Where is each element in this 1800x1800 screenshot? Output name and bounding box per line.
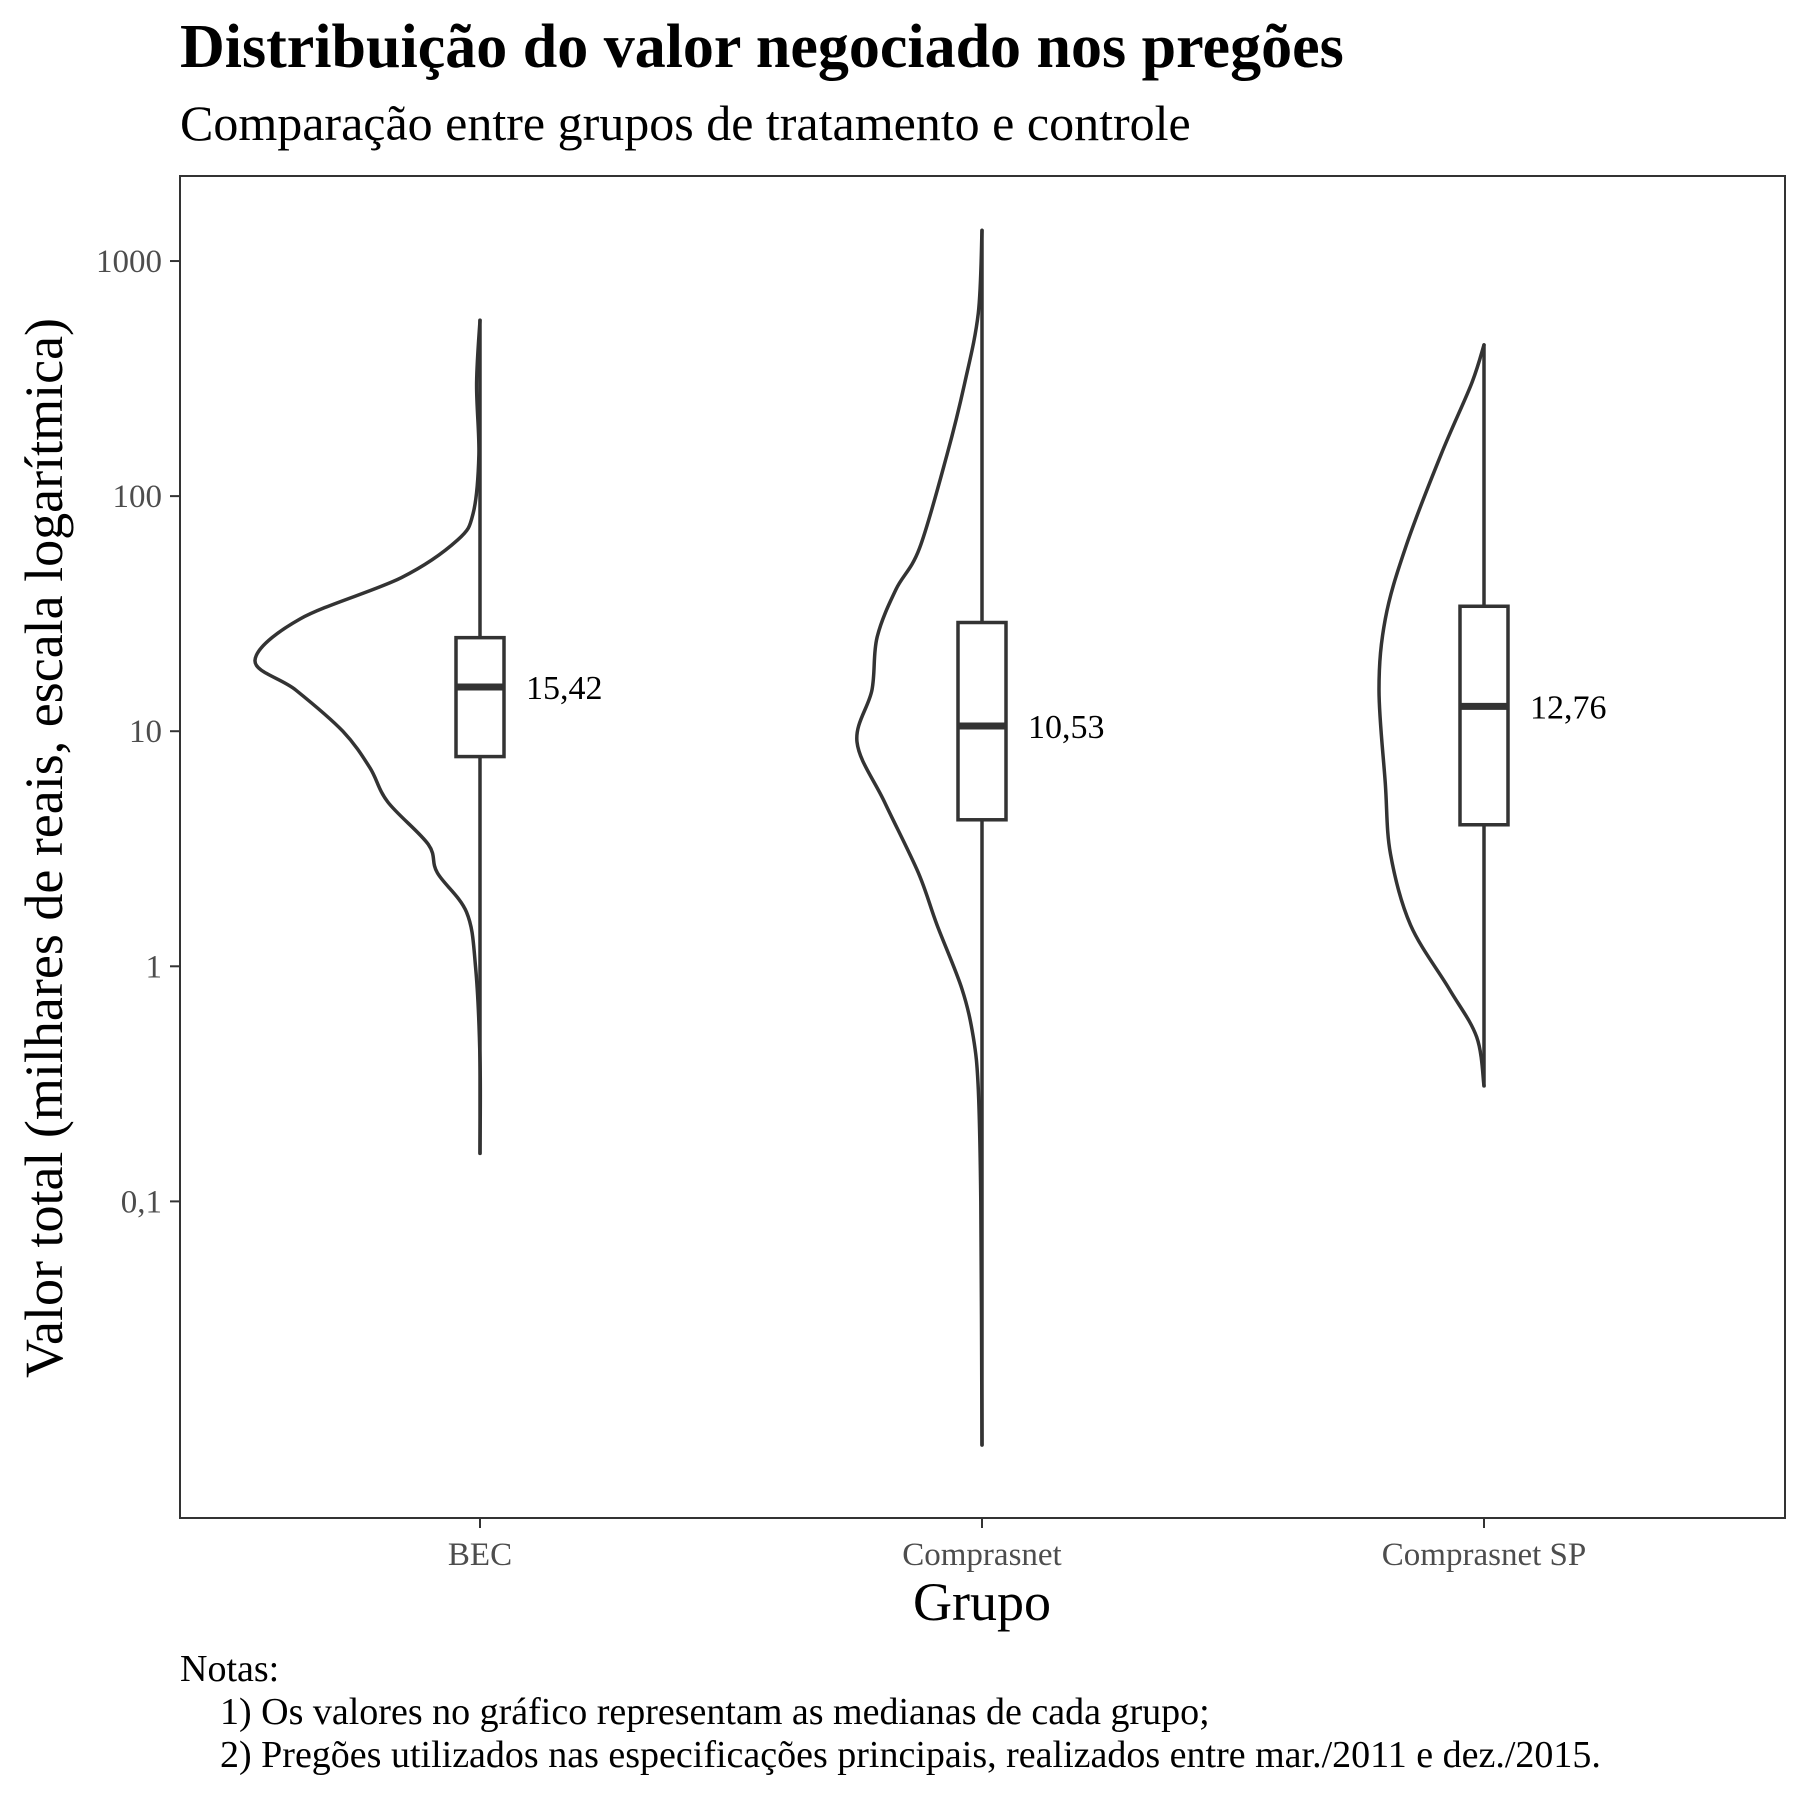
iqr-box (454, 635, 506, 759)
group-bec: 15,42 (253, 318, 603, 1156)
x-tick-label: BEC (448, 1537, 512, 1573)
y-tick-label: 1 (146, 949, 163, 985)
notes-heading: Notas: (180, 1648, 280, 1690)
iqr-box (956, 620, 1008, 822)
y-tick-label: 1000 (96, 244, 162, 280)
median-label: 15,42 (526, 670, 603, 707)
x-axis-title: Grupo (913, 1572, 1051, 1632)
y-tick-label: 10 (129, 714, 162, 750)
violin-outline (1377, 343, 1486, 1088)
violin-outline (253, 318, 483, 1156)
x-tick-label: Comprasnet (902, 1537, 1061, 1573)
group-comprasnet-sp: 12,76 (1377, 343, 1607, 1088)
chart-subtitle: Comparação entre grupos de tratamento e … (180, 95, 1191, 151)
group-comprasnet: 10,53 (855, 228, 1105, 1447)
note-line-1: 1) Os valores no gráfico representam as … (220, 1691, 1210, 1733)
chart-groups: 15,42 10,53 12,76 (253, 228, 1607, 1447)
note-line-2: 2) Pregões utilizados nas especificações… (220, 1734, 1601, 1776)
y-axis: 0,1 1 10 100 1000 (96, 244, 180, 1220)
violin-outline (855, 228, 984, 1447)
notes: Notas: 1) Os valores no gráfico represen… (180, 1648, 1601, 1777)
x-tick-label: Comprasnet SP (1382, 1537, 1586, 1573)
y-axis-title: Valor total (milhares de reais, escala l… (14, 318, 74, 1378)
x-axis: BEC Comprasnet Comprasnet SP (448, 1518, 1586, 1573)
median-label: 12,76 (1530, 689, 1607, 726)
median-label: 10,53 (1028, 709, 1105, 746)
y-tick-label: 100 (113, 479, 163, 515)
y-tick-label: 0,1 (121, 1184, 162, 1220)
chart-title: Distribuição do valor negociado nos preg… (180, 13, 1344, 81)
iqr-box (1458, 604, 1510, 827)
